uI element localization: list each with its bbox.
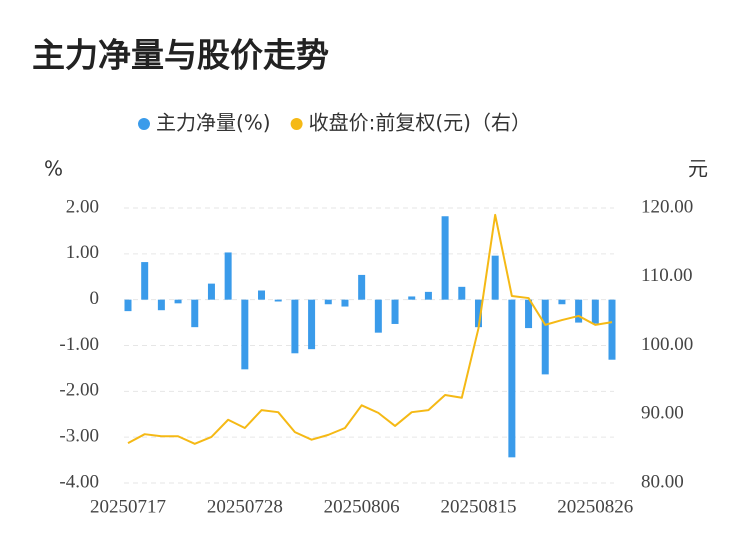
legend-label: 收盘价:前复权(元)（右） — [309, 111, 531, 135]
bar — [124, 299, 132, 312]
bar — [274, 299, 282, 302]
bar — [191, 299, 199, 328]
legend-marker — [290, 118, 303, 130]
bar — [458, 286, 466, 300]
bar — [508, 299, 516, 458]
y2-axis-label: 元 — [688, 157, 708, 181]
x-tick-label: 20250826 — [557, 496, 633, 517]
bar — [241, 299, 249, 370]
bar — [558, 299, 566, 305]
bar — [591, 299, 599, 324]
x-tick-label: 20250815 — [440, 496, 516, 517]
bar — [424, 291, 432, 300]
y-tick-label: -3.00 — [59, 426, 99, 447]
bar — [341, 299, 349, 307]
bar — [491, 255, 499, 300]
y-tick-label: 0 — [90, 288, 100, 309]
bar — [441, 216, 449, 300]
bar — [291, 299, 299, 354]
legend-label: 主力净量(%) — [156, 111, 271, 135]
bar — [474, 299, 482, 328]
bar — [258, 290, 266, 300]
bar — [575, 299, 583, 323]
x-tick-label: 20250717 — [90, 496, 166, 517]
bar — [308, 299, 316, 350]
bar — [157, 299, 165, 311]
y2-tick-label: 110.00 — [641, 265, 693, 286]
y2-tick-label: 100.00 — [641, 334, 693, 355]
y2-tick-label: 80.00 — [641, 471, 684, 492]
bar — [358, 274, 366, 300]
y2-tick-label: 90.00 — [641, 403, 684, 424]
bar — [608, 299, 616, 360]
y-tick-label: -4.00 — [59, 471, 99, 492]
y-axis-label: % — [44, 157, 63, 181]
y-tick-label: 1.00 — [66, 242, 99, 263]
bar — [391, 299, 399, 324]
legend-marker — [138, 118, 150, 130]
x-tick-label: 20250728 — [207, 496, 283, 517]
x-tick-label: 20250806 — [324, 496, 400, 517]
bar — [408, 296, 416, 300]
bar — [141, 262, 149, 300]
bar — [324, 299, 332, 305]
y2-tick-label: 120.00 — [641, 196, 693, 217]
bar — [174, 299, 182, 304]
y-tick-label: -2.00 — [59, 380, 99, 401]
bar — [207, 283, 215, 300]
price-line — [127, 213, 613, 445]
y-tick-label: -1.00 — [59, 334, 99, 355]
bar — [525, 299, 533, 329]
bar — [224, 252, 232, 300]
chart-title: 主力净量与股价走势 — [32, 36, 329, 75]
y-tick-label: 2.00 — [66, 196, 99, 217]
bar — [374, 299, 382, 333]
bar — [541, 299, 549, 375]
